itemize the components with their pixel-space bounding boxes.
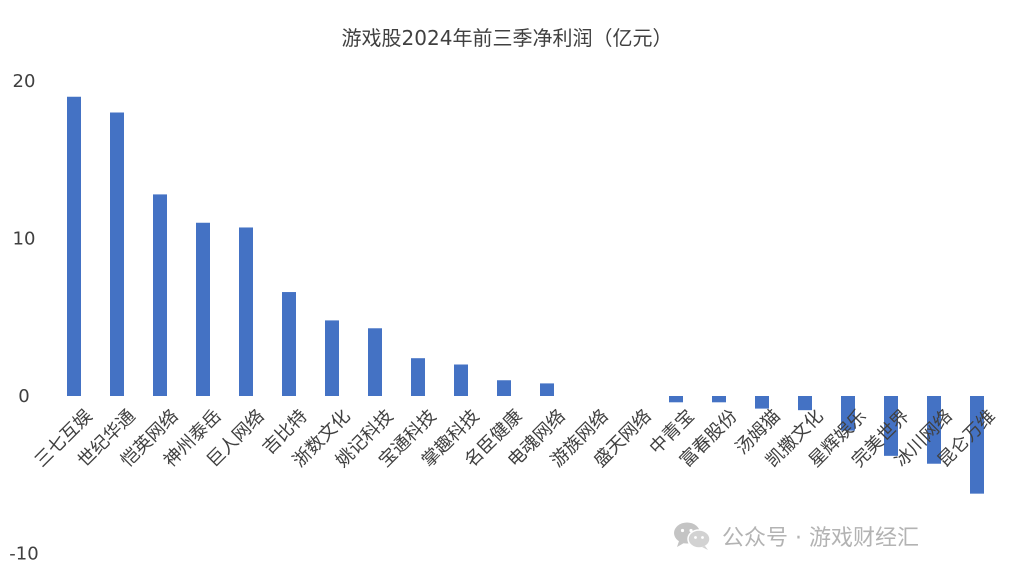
- watermark: 公众号 · 游戏财经汇: [672, 520, 919, 552]
- bar: [884, 396, 898, 456]
- bar: [282, 292, 296, 396]
- bar: [325, 320, 339, 396]
- bar: [153, 194, 167, 396]
- bar: [239, 227, 253, 396]
- bar: [927, 396, 941, 464]
- y-tick-label: -10: [9, 544, 38, 565]
- y-axis: -10 0 10 20: [9, 71, 38, 565]
- bar: [669, 396, 683, 403]
- bar: [110, 112, 124, 396]
- bar: [67, 96, 81, 396]
- bar: [970, 396, 984, 494]
- bar: [841, 396, 855, 431]
- bar: [540, 383, 554, 396]
- bars-group: [67, 96, 984, 494]
- bar: [755, 396, 769, 409]
- chart-title: 游戏股2024年前三季净利润（亿元）: [341, 26, 673, 50]
- watermark-text: 公众号 · 游戏财经汇: [722, 526, 919, 551]
- bar: [798, 396, 812, 411]
- wechat-icon: [672, 521, 712, 551]
- y-tick-label: 10: [13, 229, 36, 250]
- y-tick-label: 0: [18, 386, 29, 407]
- bar: [454, 364, 468, 396]
- bar: [497, 380, 511, 396]
- bar: [712, 396, 726, 403]
- bar: [411, 358, 425, 396]
- bar: [368, 328, 382, 396]
- bar: [196, 222, 210, 396]
- x-axis-labels: 三七互娱世纪华通恺英网络神州泰岳巨人网络吉比特浙数文化姚记科技宝通科技掌趣科技名…: [31, 406, 1000, 472]
- y-tick-label: 20: [13, 71, 36, 92]
